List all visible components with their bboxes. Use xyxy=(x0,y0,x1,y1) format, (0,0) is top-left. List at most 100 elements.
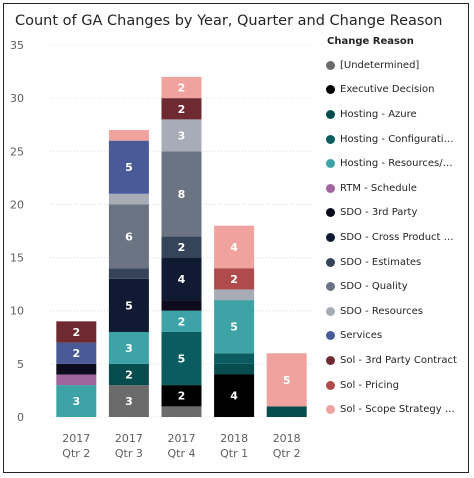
x-tick-label: 2017 xyxy=(115,432,143,445)
bar-segment xyxy=(56,342,97,364)
data-label: 2 xyxy=(178,241,186,254)
bar-segment xyxy=(161,331,202,386)
legend-swatch xyxy=(326,405,335,415)
data-label: 4 xyxy=(178,273,186,286)
bar-segment xyxy=(108,385,149,417)
y-tick-label: 0 xyxy=(17,411,24,424)
bar-segment xyxy=(161,310,202,332)
legend-label: Executive Decision xyxy=(340,84,435,96)
legend-label: RTM - Schedule xyxy=(340,182,417,194)
legend-item[interactable]: RTM - Schedule xyxy=(326,176,466,201)
bar-segment xyxy=(161,300,202,311)
bar-segment xyxy=(108,268,149,279)
legend-item[interactable]: SDO - 3rd Party xyxy=(326,201,466,226)
bar-segment xyxy=(214,300,255,354)
legend-swatch xyxy=(326,109,335,119)
bar-segment xyxy=(161,406,202,417)
legend-swatch xyxy=(326,183,335,193)
bar-segment xyxy=(108,278,149,332)
legend-item[interactable]: [Undetermined] xyxy=(326,53,466,78)
legend-label: Services xyxy=(340,330,383,342)
legend-item[interactable]: SDO - Quality xyxy=(326,274,466,299)
bar-segment xyxy=(108,193,149,205)
legend-label: SDO - Cross Product D... xyxy=(340,231,458,243)
legend-label: Sol - Pricing xyxy=(340,379,399,391)
legend-item[interactable]: SDO - Cross Product D... xyxy=(326,225,466,250)
bar-segment xyxy=(161,385,202,407)
bar-segment xyxy=(108,204,149,269)
legend-label: SDO - Resources xyxy=(340,305,423,317)
bar-segment xyxy=(108,363,149,386)
data-label: 2 xyxy=(230,273,238,286)
data-label: 4 xyxy=(230,390,238,403)
legend-label: SDO - 3rd Party xyxy=(340,207,418,219)
x-tick-label: 2017 xyxy=(168,432,196,445)
bar-segment xyxy=(108,130,149,141)
data-label: 4 xyxy=(230,241,238,254)
bar-segment xyxy=(161,76,202,99)
legend-item[interactable]: Sol - Pricing xyxy=(326,373,466,398)
legend-swatch xyxy=(326,159,335,169)
bar-segment xyxy=(161,119,202,152)
legend-swatch xyxy=(326,331,335,341)
legend-label: Hosting - Resources/S... xyxy=(340,158,458,170)
legend-swatch xyxy=(326,208,335,218)
x-tick-label: Qtr 3 xyxy=(115,447,143,460)
data-label: 3 xyxy=(178,129,186,142)
legend-item[interactable]: SDO - Estimates xyxy=(326,250,466,275)
x-tick-label: Qtr 2 xyxy=(273,447,301,460)
legend-label: Sol - Scope Strategy C... xyxy=(340,404,458,416)
legend: Change Reason [Undetermined] Executive De… xyxy=(326,36,466,422)
chart-title: Count of GA Changes by Year, Quarter and… xyxy=(15,13,443,29)
bar-segment xyxy=(214,363,255,375)
legend-item[interactable]: Executive Decision xyxy=(326,78,466,103)
legend-swatch xyxy=(326,380,335,390)
legend-label: SDO - Estimates xyxy=(340,256,422,268)
y-tick-label: 15 xyxy=(10,252,24,265)
legend-label: SDO - Quality xyxy=(340,281,408,293)
bar-segment xyxy=(108,140,149,194)
bar-segment xyxy=(214,374,255,417)
x-tick-label: Qtr 4 xyxy=(168,447,196,460)
legend-swatch xyxy=(326,134,335,144)
data-label: 3 xyxy=(72,395,80,408)
bar-segment xyxy=(214,353,255,364)
bar-segment xyxy=(266,406,307,417)
data-label: 2 xyxy=(125,368,133,381)
legend-item[interactable]: SDO - Resources xyxy=(326,299,466,324)
legend-item[interactable]: Hosting - Resources/S... xyxy=(326,151,466,176)
x-tick-label: Qtr 1 xyxy=(220,447,248,460)
legend-item[interactable]: Hosting - Configuratio... xyxy=(326,127,466,152)
bar-segment xyxy=(214,289,255,301)
data-label: 6 xyxy=(125,230,133,243)
bar-segment xyxy=(161,151,202,237)
legend-items: [Undetermined] Executive Decision Hosting … xyxy=(326,53,466,422)
bar-segment xyxy=(56,374,97,386)
bar-segment xyxy=(214,268,255,290)
legend-item[interactable]: Hosting - Azure xyxy=(326,102,466,127)
y-tick-label: 25 xyxy=(10,145,24,158)
legend-item[interactable]: Sol - 3rd Party Contract xyxy=(326,348,466,373)
bar-segment xyxy=(214,225,255,269)
data-label: 5 xyxy=(125,161,133,174)
legend-swatch xyxy=(326,257,335,267)
data-label: 2 xyxy=(72,347,80,360)
x-tick-label: Qtr 2 xyxy=(62,447,90,460)
y-tick-label: 20 xyxy=(10,198,24,211)
data-label: 2 xyxy=(72,326,80,339)
y-tick-label: 30 xyxy=(10,92,24,105)
x-tick-label: 2018 xyxy=(273,432,301,445)
legend-swatch xyxy=(326,355,335,365)
bar-segment xyxy=(266,353,307,407)
data-label: 3 xyxy=(125,342,133,355)
data-label: 2 xyxy=(178,390,186,403)
legend-item[interactable]: Sol - Scope Strategy C... xyxy=(326,397,466,422)
data-label: 8 xyxy=(178,188,186,201)
y-tick-label: 5 xyxy=(17,358,24,371)
legend-label: Sol - 3rd Party Contract xyxy=(340,354,457,366)
bar-segment xyxy=(56,363,97,375)
legend-label: Hosting - Configuratio... xyxy=(340,133,458,145)
legend-item[interactable]: Services xyxy=(326,324,466,349)
data-label: 2 xyxy=(178,82,186,95)
